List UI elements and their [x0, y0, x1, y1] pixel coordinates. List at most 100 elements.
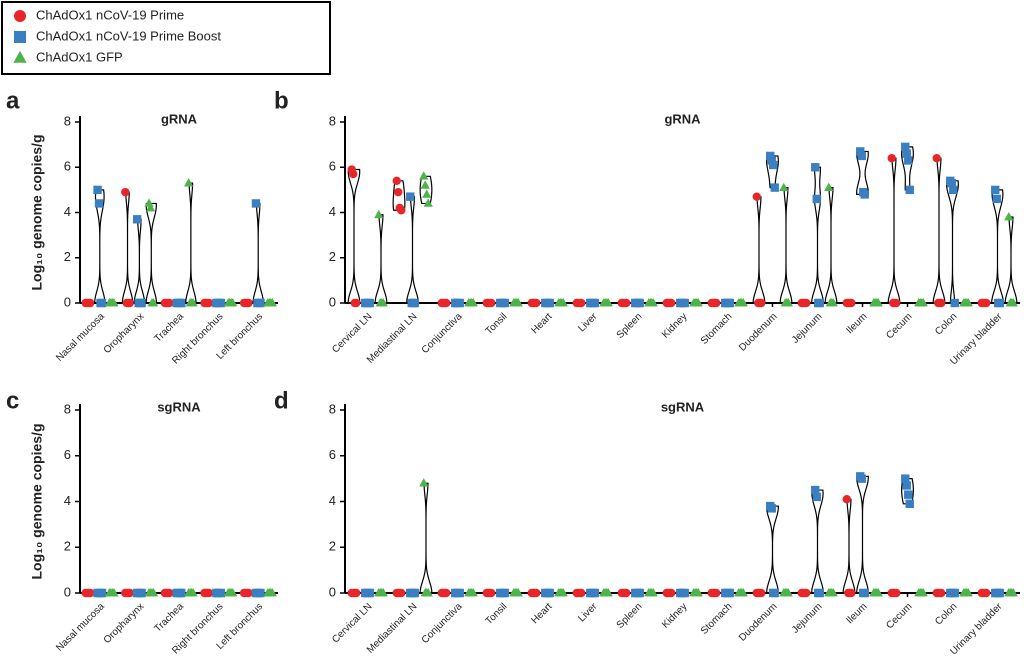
point [815, 298, 824, 308]
point [406, 192, 415, 201]
point [500, 588, 509, 598]
point [995, 298, 1004, 308]
y-tick-label: 8 [64, 401, 71, 416]
x-tick-label: Ileum [844, 601, 869, 626]
point [532, 298, 541, 308]
x-tick-label: Nasal mucosa [54, 601, 107, 654]
violin [374, 214, 388, 304]
point [216, 588, 226, 598]
point [228, 297, 238, 307]
point [622, 298, 631, 308]
panel-letter: b [274, 87, 289, 114]
violin [766, 505, 779, 594]
chart-title: gRNA [161, 111, 198, 126]
point [904, 156, 913, 165]
point [365, 298, 374, 308]
legend-label: ChAdOx1 nCoV-19 Prime [36, 7, 184, 22]
point [738, 587, 748, 597]
violin [946, 180, 959, 304]
point [752, 192, 761, 201]
y-tick-label: 0 [329, 294, 336, 309]
point [121, 187, 130, 197]
point [577, 588, 586, 598]
point [712, 298, 721, 308]
point [901, 474, 910, 483]
y-tick-label: 8 [64, 113, 71, 128]
x-tick-label: Conjunctiva [420, 601, 465, 646]
x-tick-label: Oropharynx [102, 601, 147, 646]
point [783, 587, 793, 597]
point [455, 588, 464, 598]
y-tick-label: 0 [64, 294, 71, 309]
violin [824, 187, 838, 304]
point [577, 298, 586, 308]
point [137, 298, 146, 308]
point [487, 298, 496, 308]
panel-letter: a [6, 87, 20, 114]
point [904, 490, 913, 499]
point [148, 587, 159, 597]
point [216, 298, 226, 308]
point [365, 588, 374, 598]
point [455, 298, 464, 308]
point [188, 297, 198, 307]
point [995, 588, 1004, 598]
point [873, 297, 883, 307]
y-axis-label: Log₁₀ genome copies/g [29, 134, 45, 290]
violin [752, 196, 766, 304]
point [757, 298, 766, 308]
point [256, 588, 265, 598]
point [767, 156, 776, 165]
point [860, 588, 869, 598]
point [184, 178, 194, 187]
point [397, 588, 406, 598]
point [244, 588, 253, 598]
chart-title: sgRNA [661, 399, 705, 414]
point [558, 297, 568, 307]
point [94, 199, 104, 208]
violin [887, 157, 901, 304]
x-tick-label: Conjunctiva [420, 311, 465, 356]
point [902, 149, 911, 158]
x-tick-label: Jejunum [790, 311, 825, 346]
point [766, 151, 775, 161]
x-tick-label: Jejunum [790, 601, 825, 636]
violin [419, 175, 433, 205]
point [352, 588, 361, 598]
x-tick-label: Colon [933, 601, 959, 627]
point [204, 298, 214, 308]
point [109, 297, 119, 307]
point [125, 298, 134, 308]
point [145, 202, 156, 212]
point [812, 194, 821, 204]
point [622, 588, 631, 598]
point [905, 185, 914, 195]
y-tick-label: 8 [329, 401, 336, 416]
point [693, 587, 703, 597]
x-tick-label: Duodenum [737, 311, 779, 353]
point [725, 588, 734, 598]
point [513, 587, 523, 597]
point [949, 185, 958, 195]
y-tick-label: 6 [64, 447, 71, 462]
point [950, 588, 959, 598]
point [532, 588, 541, 598]
point [857, 474, 866, 483]
point [847, 298, 856, 308]
point [420, 180, 430, 189]
x-tick-label: Duodenum [737, 601, 779, 643]
x-tick-label: Trachea [153, 311, 187, 345]
point [918, 297, 928, 307]
point [132, 215, 142, 224]
point [410, 588, 419, 598]
point [14, 31, 26, 43]
point [811, 163, 820, 172]
point [918, 587, 928, 597]
point [1004, 211, 1014, 221]
point [256, 298, 265, 308]
point [873, 587, 883, 597]
point [815, 588, 824, 598]
point [856, 147, 865, 156]
point [811, 485, 820, 495]
point [842, 495, 851, 504]
